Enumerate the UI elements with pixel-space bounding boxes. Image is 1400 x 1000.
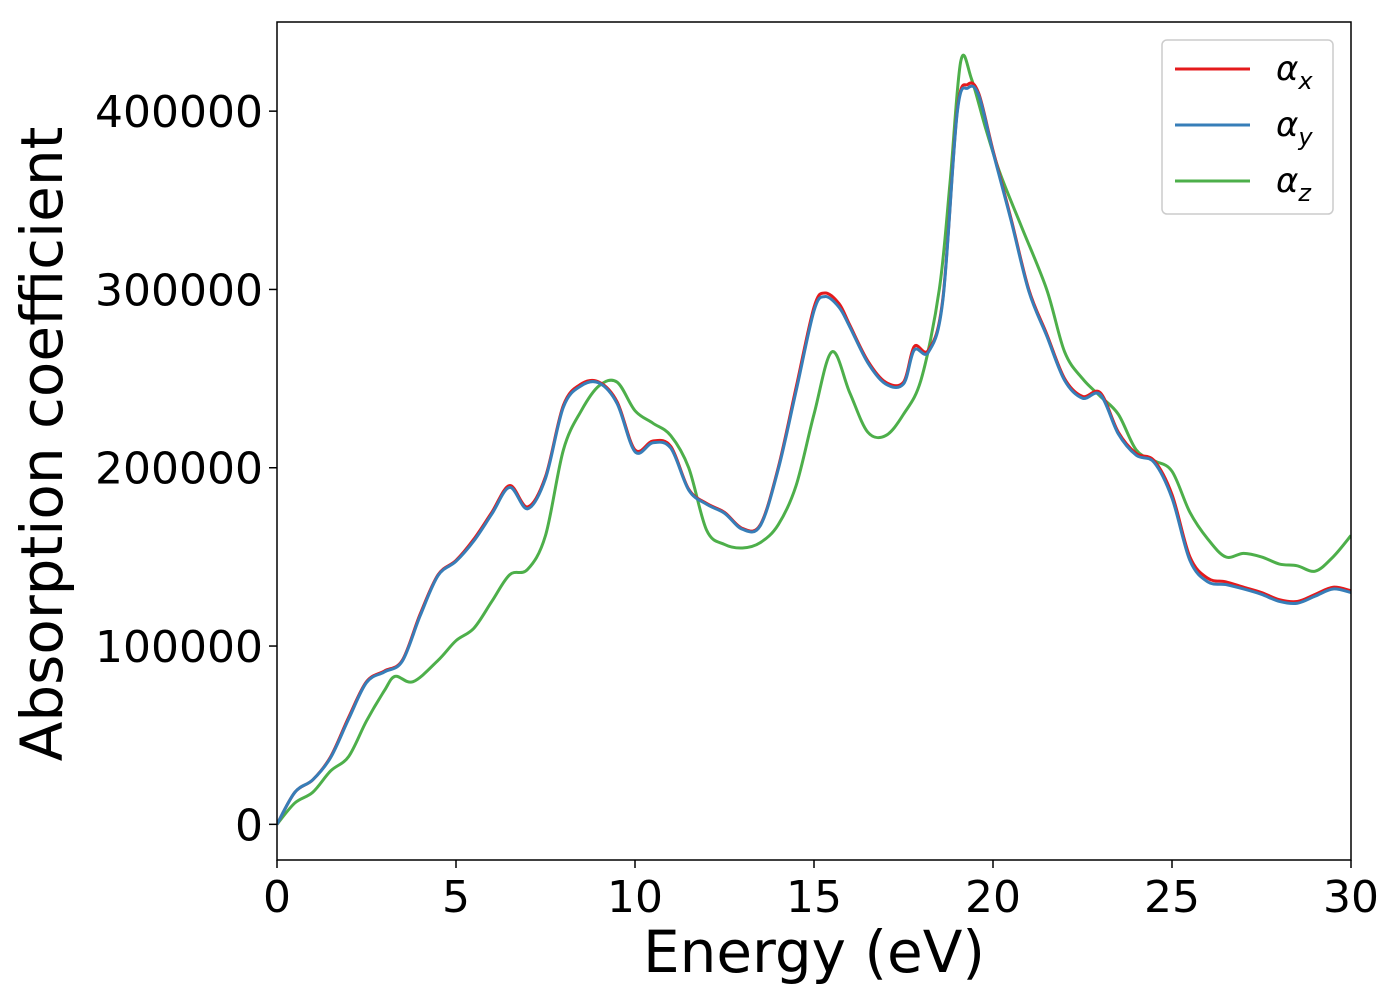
series-layer [277,53,1351,826]
x-tick-label: 5 [442,872,470,923]
legend-box [1161,39,1334,215]
x-axis-title: Energy (eV) [643,918,985,986]
x-tick-label: 25 [1144,872,1200,923]
y-tick-label: 400000 [95,87,263,138]
y-tick-label: 200000 [95,444,263,495]
legend-label-alpha-z: αz [1276,161,1312,207]
x-tick-label: 15 [786,872,842,923]
series-line-alpha-y [277,84,1351,826]
y-axis: 0 100000 200000 300000 400000 [95,87,277,851]
legend-label-alpha-x: αx [1276,49,1313,95]
y-tick-label: 0 [235,800,263,851]
legend: αx αy αz [1161,39,1334,215]
series-line-alpha-z [277,53,1351,826]
y-axis-title: Absorption coefficient [8,127,76,762]
x-tick-label: 0 [263,872,291,923]
x-tick-label: 10 [607,872,663,923]
x-axis: 0 5 10 15 20 25 30 [263,860,1379,923]
y-tick-label: 100000 [95,622,263,673]
x-tick-label: 30 [1323,872,1379,923]
y-tick-label: 300000 [95,265,263,316]
legend-label-alpha-y: αy [1276,105,1313,151]
x-tick-label: 20 [965,872,1021,923]
